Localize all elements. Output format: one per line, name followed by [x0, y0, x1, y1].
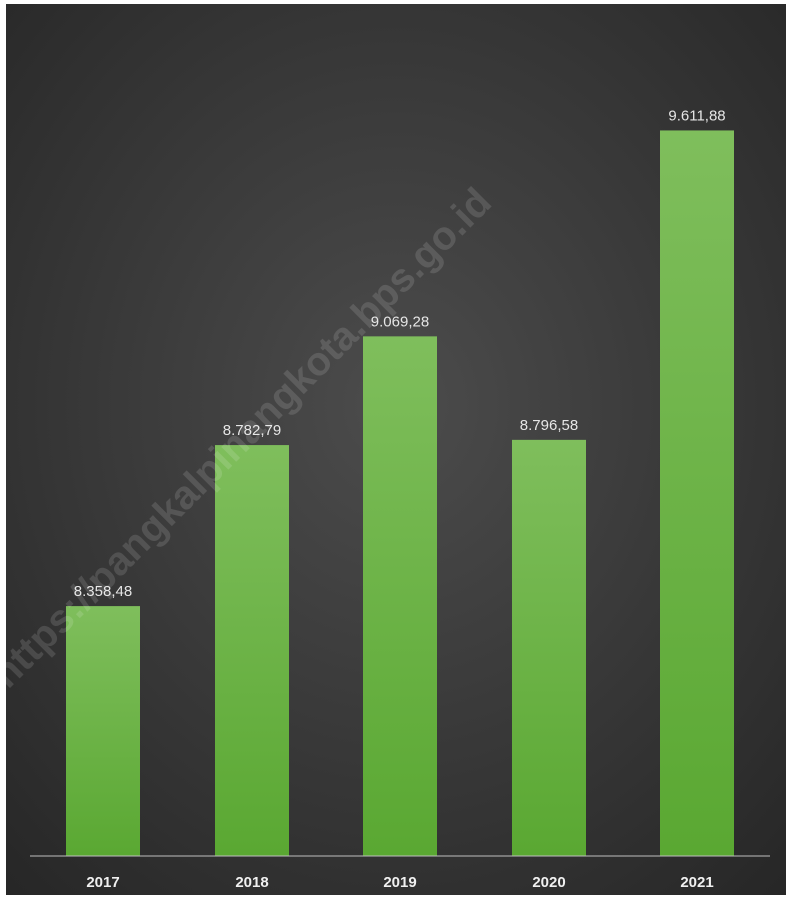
data-label-2021: 9.611,88	[668, 107, 725, 124]
x-tick-label-2020: 2020	[532, 874, 565, 891]
data-label-2019: 9.069,28	[371, 313, 429, 330]
labels-layer: 8.358,48 2017 8.782,79 2018 9.069,28 2019 8.79…	[74, 107, 726, 891]
bar-2020	[512, 439, 586, 856]
data-label-2017: 8.358,48	[74, 583, 132, 600]
bar-2021	[660, 130, 734, 857]
bar-2017	[66, 606, 140, 856]
bars-layer	[66, 130, 734, 857]
x-tick-label-2017: 2017	[86, 874, 119, 891]
data-label-2018: 8.782,79	[223, 422, 281, 439]
x-tick-label-2021: 2021	[680, 874, 713, 891]
bar-2018	[215, 445, 289, 856]
x-tick-label-2019: 2019	[383, 874, 416, 891]
bar-2019	[363, 336, 437, 856]
x-tick-label-2018: 2018	[235, 874, 268, 891]
data-label-2020: 8.796,58	[520, 417, 578, 434]
